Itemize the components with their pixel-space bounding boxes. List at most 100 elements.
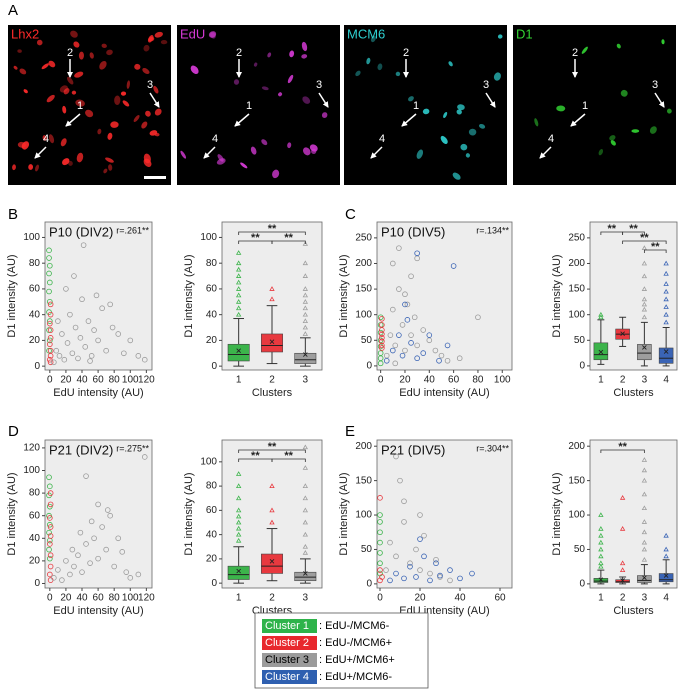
y-tick-label: 200: [568, 441, 585, 452]
point: [99, 305, 105, 312]
cell: [160, 40, 168, 45]
y-tick-label: 50: [574, 544, 586, 555]
point: [79, 296, 85, 303]
outlier: [302, 241, 309, 246]
point: [59, 331, 65, 337]
cell: [448, 61, 453, 67]
point: [46, 288, 52, 295]
outlier: [235, 292, 242, 298]
cell: [74, 71, 84, 78]
cell: [278, 92, 283, 97]
cell: [70, 30, 78, 38]
point: [87, 560, 93, 566]
arrow-label: 3: [652, 79, 658, 91]
point: [379, 342, 385, 349]
point: [377, 314, 384, 321]
outlier: [302, 292, 309, 298]
point: [411, 314, 418, 321]
mean-marker: [303, 352, 308, 357]
point: [47, 533, 54, 539]
cell: [460, 143, 468, 151]
point: [104, 507, 111, 513]
x-axis-label: Clusters: [252, 387, 293, 399]
outlier: [641, 477, 648, 483]
x-tick-label: 100: [494, 375, 511, 386]
outlier: [641, 491, 648, 497]
point: [379, 327, 385, 333]
cell: [302, 147, 311, 156]
y-tick-label: 60: [29, 284, 41, 295]
arrow: [65, 113, 81, 127]
cell: [456, 109, 462, 115]
point: [397, 477, 403, 484]
significance-label: **: [251, 450, 260, 462]
outlier: [235, 519, 242, 525]
point: [47, 552, 54, 559]
point: [393, 453, 399, 460]
cell: [287, 142, 292, 149]
legend-name: Cluster 2: [265, 637, 309, 649]
point: [51, 575, 57, 581]
point: [75, 552, 81, 559]
outlier: [235, 471, 242, 476]
point: [109, 324, 116, 331]
cell: [103, 168, 108, 174]
cell: [73, 41, 80, 48]
point: [77, 335, 84, 341]
box: [261, 333, 283, 353]
arrow: [654, 92, 665, 108]
cell: [60, 138, 67, 147]
cell: [17, 49, 22, 53]
x-tick-label: 20: [399, 375, 411, 386]
point: [404, 301, 411, 308]
point: [426, 332, 433, 338]
outlier: [235, 483, 242, 488]
cell: [240, 162, 248, 169]
point: [119, 549, 126, 555]
y-tick-label: 40: [29, 309, 41, 320]
y-tick-label: 100: [568, 510, 585, 521]
outlier: [663, 260, 669, 266]
arrow-label: 4: [379, 133, 385, 145]
cell: [301, 54, 308, 59]
point: [383, 567, 389, 573]
significance-label: **: [607, 223, 616, 235]
cell: [311, 148, 317, 155]
point: [47, 341, 53, 348]
x-axis-label: Clusters: [613, 605, 654, 617]
significance-label: **: [640, 232, 649, 244]
outlier: [235, 513, 242, 519]
outlier: [302, 465, 309, 470]
outlier: [663, 319, 669, 325]
cell: [261, 86, 269, 91]
point: [141, 356, 148, 363]
point: [420, 327, 427, 333]
y-tick-label: 50: [574, 335, 586, 346]
outlier: [663, 270, 669, 276]
mean-marker: [620, 578, 625, 583]
cell: [63, 88, 70, 95]
outlier: [598, 563, 604, 569]
point: [377, 337, 384, 344]
box: [637, 344, 652, 361]
cell: [62, 105, 67, 114]
point: [421, 553, 427, 560]
outlier: [269, 296, 275, 302]
point: [87, 358, 93, 364]
point: [408, 332, 414, 338]
point: [399, 352, 406, 359]
cell: [321, 112, 328, 119]
cell: [142, 68, 150, 75]
outlier: [598, 532, 604, 538]
point: [396, 245, 402, 251]
y-tick-label: 60: [206, 284, 218, 295]
point: [427, 570, 433, 577]
cell: [108, 164, 113, 171]
cell: [68, 160, 73, 166]
point: [402, 301, 408, 308]
point: [379, 338, 385, 345]
cell: [457, 104, 465, 111]
cell: [46, 94, 55, 103]
point: [401, 519, 407, 525]
point: [447, 567, 453, 573]
